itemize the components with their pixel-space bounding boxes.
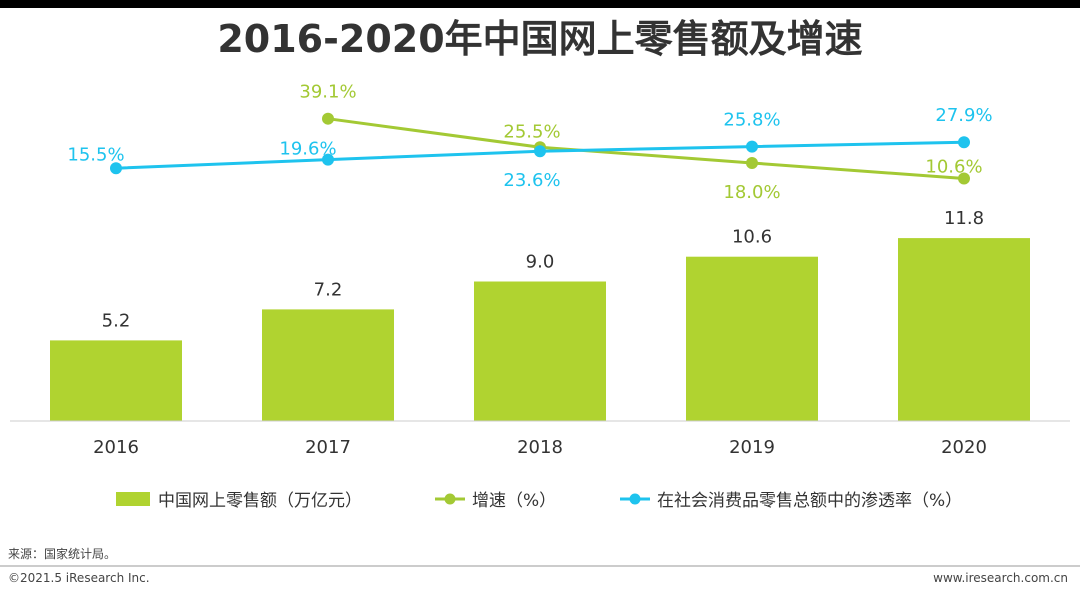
bar-2020 [898, 238, 1030, 421]
bar-2016 [50, 340, 182, 421]
growth-label-2020: 10.6% [925, 157, 982, 178]
growth-label-2019: 18.0% [723, 182, 780, 203]
penetration-label-2016: 15.5% [67, 144, 124, 165]
penetration-point-2018 [534, 145, 546, 158]
penetration-label-2020: 27.9% [935, 105, 992, 126]
legend-penetration-label: 在社会消费品零售总额中的渗透率（%） [657, 491, 962, 511]
growth-point-2020 [958, 172, 970, 185]
x-tick-2020: 2020 [941, 437, 987, 458]
growth-point-2019 [746, 157, 758, 169]
copyright: ©2021.5 iResearch Inc. [8, 571, 150, 585]
legend-bar-label: 中国网上零售额（万亿元） [158, 491, 362, 511]
legend-bar-swatch [116, 492, 150, 506]
bar-label-2017: 7.2 [314, 279, 343, 300]
bar-label-2018: 9.0 [526, 252, 555, 273]
penetration-label-2018: 23.6% [503, 170, 560, 191]
website: www.iresearch.com.cn [933, 571, 1068, 585]
x-tick-2018: 2018 [517, 437, 563, 458]
legend-penetration-swatch-dot [629, 493, 641, 505]
penetration-point-2017 [322, 153, 334, 166]
bar-2019 [686, 256, 818, 421]
x-tick-2016: 2016 [93, 437, 139, 458]
bar-2018 [474, 281, 606, 421]
growth-point-2017 [322, 112, 334, 125]
bar-2017 [262, 309, 394, 421]
source-note: 来源：国家统计局。 [8, 546, 116, 561]
bar-label-2019: 10.6 [732, 227, 772, 248]
legend-growth-swatch-dot [444, 493, 456, 505]
bar-label-2020: 11.8 [944, 208, 984, 229]
growth-label-2017: 39.1% [299, 82, 356, 103]
penetration-label-2019: 25.8% [723, 110, 780, 131]
penetration-point-2020 [958, 136, 970, 149]
growth-line [327, 117, 965, 181]
penetration-point-2019 [746, 140, 758, 153]
growth-label-2018: 25.5% [503, 121, 560, 142]
x-tick-2019: 2019 [729, 437, 775, 458]
legend-growth-label: 增速（%） [472, 491, 556, 511]
penetration-label-2017: 19.6% [279, 139, 336, 160]
x-tick-2017: 2017 [305, 437, 351, 458]
chart-title: 2016-2020年中国网上零售额及增速 [217, 17, 862, 61]
penetration-point-2016 [110, 162, 122, 175]
bar-label-2016: 5.2 [102, 310, 131, 331]
